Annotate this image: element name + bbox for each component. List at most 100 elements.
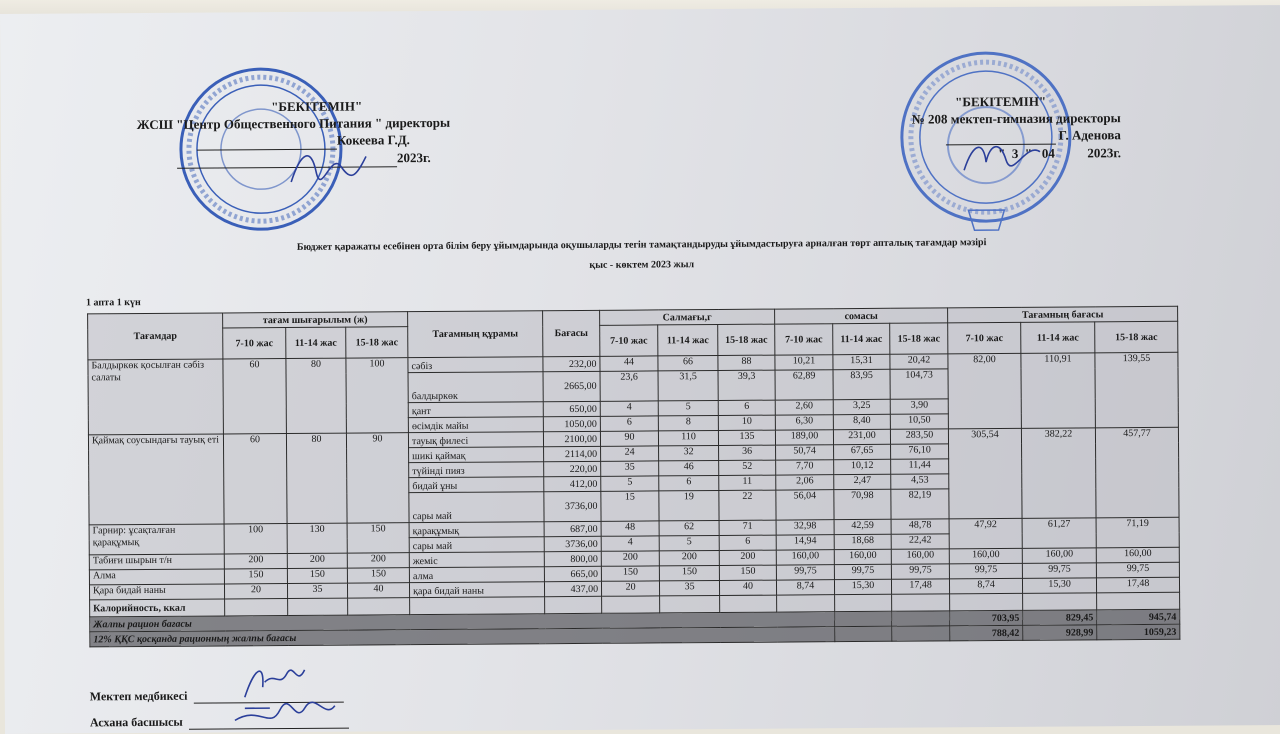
empty-cell — [891, 625, 950, 642]
ingredient-weight: 40 — [719, 580, 777, 596]
ingredient-sum: 62,89 — [775, 369, 834, 401]
dish-yield: 200 — [287, 553, 348, 569]
ingredient-weight: 200 — [719, 550, 777, 566]
dish-price: 457,77 — [1095, 427, 1180, 518]
dish-price: 17,48 — [1096, 577, 1180, 593]
dish-yield: 150 — [347, 567, 410, 584]
ingredient-sum: 160,00 — [891, 548, 950, 565]
ingredient-sum: 99,75 — [776, 564, 835, 581]
ingredient-sum: 10,50 — [890, 413, 949, 430]
dish-yield: 80 — [285, 358, 347, 434]
ingredient-weight: 8 — [658, 415, 719, 431]
ingredient-sum: 42,59 — [834, 519, 892, 535]
ingredient-sum: 83,95 — [833, 369, 891, 400]
dish-yield: 150 — [287, 568, 348, 584]
ingredient-sum: 160,00 — [834, 549, 892, 565]
ingredient-price: 1050,00 — [543, 416, 601, 432]
ingredient-sum: 4,53 — [890, 473, 949, 490]
vat-total-value: 788,42 — [949, 625, 1023, 641]
dish-yield: 150 — [347, 522, 410, 554]
header-age: 15-18 жас — [1094, 321, 1178, 353]
ingredient-weight: 88 — [717, 355, 776, 371]
vat-total-value: 1059,23 — [1096, 624, 1180, 640]
empty-cell — [834, 611, 892, 627]
ingredient-price: 665,00 — [544, 566, 602, 582]
dish-yield: 200 — [347, 552, 410, 569]
approval-position: ЖСШ "Центр Общественного Питания " дирек… — [136, 114, 451, 133]
ingredient-weight: 52 — [718, 460, 776, 476]
ingredient-price: 650,00 — [543, 401, 601, 417]
ingredient-weight: 62 — [659, 520, 720, 536]
ingredient-weight: 66 — [657, 355, 719, 371]
ingredient-price: 3736,00 — [544, 536, 602, 552]
ingredient-sum: 67,65 — [833, 444, 891, 460]
ingredient-name: қара бидай наны — [409, 581, 545, 598]
ingredient-weight: 20 — [601, 580, 660, 597]
empty-cell — [347, 597, 410, 616]
ingredient-sum: 2,60 — [775, 399, 834, 416]
nurse-label: Мектеп медбикесі — [89, 688, 188, 704]
header-age: 15-18 жас — [717, 324, 775, 356]
dish-name: Қаймақ соусындағы тауық еті — [88, 433, 225, 525]
ingredient-name: қант — [408, 401, 544, 418]
empty-cell — [776, 594, 835, 613]
ingredient-weight: 35 — [600, 460, 659, 477]
dish-name: Балдыркөк қосылған сәбіз салаты — [87, 358, 224, 435]
ingredient-weight: 110 — [658, 430, 719, 446]
ingredient-sum: 8,74 — [776, 579, 835, 596]
approval-position: № 208 мектеп-гимназия директоры — [911, 110, 1121, 127]
ingredient-sum: 11,44 — [890, 458, 949, 475]
ingredient-name: өсімдік майы — [408, 416, 544, 433]
ingredient-sum: 3,25 — [833, 399, 891, 415]
dish-yield: 60 — [222, 358, 287, 434]
ingredient-sum: 20,42 — [889, 353, 949, 370]
ingredient-price: 2665,00 — [543, 371, 601, 402]
dish-price: 305,54 — [948, 428, 1023, 519]
ingredient-weight: 22 — [718, 490, 777, 521]
empty-cell — [834, 626, 892, 642]
ingredient-weight: 31,5 — [658, 370, 719, 401]
vat-total-value: 928,99 — [1022, 624, 1097, 641]
header-yield: тағам шығарылым (ж) — [222, 311, 408, 328]
header-weight: Салмағы,г — [599, 309, 775, 326]
ingredient-weight: 23,6 — [600, 370, 659, 402]
ingredient-weight: 5 — [659, 535, 720, 551]
ingredient-weight: 90 — [600, 430, 659, 447]
day-label: 1 апта 1 күн — [85, 297, 141, 309]
ingredient-price: 232,00 — [542, 356, 601, 372]
ingredient-sum: 283,50 — [890, 428, 949, 445]
empty-cell — [1022, 592, 1097, 611]
ingredient-sum: 15,31 — [832, 354, 891, 370]
dish-price: 82,00 — [947, 353, 1022, 429]
header-age: 11-14 жас — [1020, 321, 1095, 354]
header-dishes: Тағамдар — [87, 312, 223, 360]
signature-canteen — [234, 701, 336, 722]
dish-name: Гарнир: ұсақталған қарақұмық — [89, 523, 225, 555]
dish-yield: 60 — [223, 433, 288, 524]
ingredient-sum: 104,73 — [890, 368, 949, 400]
empty-cell — [1096, 592, 1180, 610]
dish-name: Қара бидай наны — [89, 583, 225, 600]
left-round-stamp — [179, 67, 343, 231]
ingredient-weight: 39,3 — [718, 370, 776, 401]
ingredient-sum: 160,00 — [776, 549, 835, 566]
dish-price: 110,91 — [1020, 352, 1096, 429]
ingredient-weight: 46 — [658, 460, 719, 476]
dish-yield: 40 — [347, 582, 410, 599]
ingredient-weight: 15 — [600, 490, 660, 522]
dish-yield: 130 — [287, 523, 348, 554]
approval-name: Г. Аденова — [1058, 127, 1121, 143]
ingredient-price: 3736,00 — [543, 491, 602, 522]
ingredient-sum: 7,70 — [775, 459, 834, 476]
ingredient-weight: 200 — [659, 550, 720, 566]
document-subheading: қыс - көктем 2023 жыл — [589, 259, 695, 271]
header-price: Бағасы — [542, 310, 600, 357]
empty-cell — [891, 610, 950, 627]
ingredient-sum: 231,00 — [833, 429, 891, 445]
header-age: 15-18 жас — [345, 326, 408, 359]
ingredient-price: 2114,00 — [543, 446, 601, 462]
header-age: 11-14 жас — [832, 323, 890, 355]
ingredient-sum: 189,00 — [775, 429, 834, 446]
ingredient-sum: 56,04 — [775, 489, 835, 521]
header-composition: Тағамның құрамы — [407, 310, 543, 358]
